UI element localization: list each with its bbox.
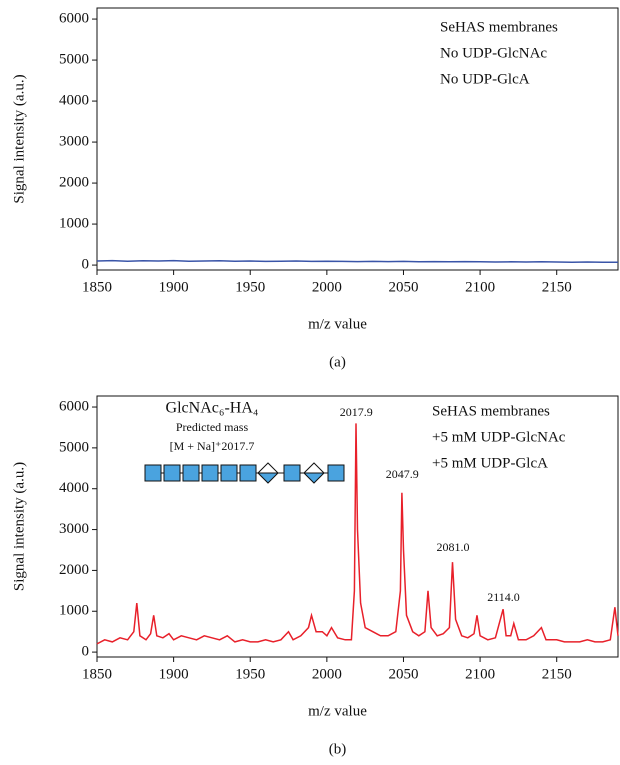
plot-frame	[96, 395, 619, 658]
y-tick-label: 0	[82, 257, 90, 273]
y-tick-label: 1000	[59, 603, 89, 619]
glycan-square	[220, 464, 238, 482]
annotation: No UDP-GlcNAc	[440, 45, 547, 61]
x-tick-label: 1900	[159, 279, 189, 295]
structure-title: GlcNAc₆-HA₄	[166, 400, 259, 417]
x-tick-label: 2100	[465, 279, 495, 295]
y-tick-label: 4000	[59, 93, 89, 109]
glycan-square	[144, 464, 162, 482]
x-axis-label: m/z value	[308, 316, 367, 332]
panel-label: (a)	[329, 354, 346, 370]
glycan-diamond-bottom	[302, 472, 326, 484]
x-tick-label: 2050	[388, 666, 418, 682]
glycan-square	[283, 464, 301, 482]
annotation: +5 mM UDP-GlcNAc	[432, 429, 566, 445]
y-tick-label: 2000	[59, 175, 89, 191]
glycan-diamond-top	[302, 462, 326, 474]
spectrum-line	[96, 259, 618, 263]
y-tick-label: 2000	[59, 562, 89, 578]
glycan-diamond-top	[256, 462, 280, 474]
y-tick-label: 3000	[59, 521, 89, 537]
y-tick-label: 6000	[59, 398, 89, 414]
y-tick-label: 1000	[59, 216, 89, 232]
glycan-square	[201, 464, 219, 482]
panel-label: (b)	[329, 741, 347, 757]
peak-label: 2114.0	[487, 590, 520, 604]
peak-label: 2017.9	[340, 405, 373, 419]
y-tick-label: 4000	[59, 480, 89, 496]
x-tick-label: 2100	[465, 666, 495, 682]
structure-mass: [M + Na]⁺2017.7	[170, 439, 255, 453]
x-tick-label: 1850	[82, 279, 112, 295]
x-tick-label: 2150	[542, 666, 572, 682]
plot-frame	[96, 7, 619, 271]
annotation: No UDP-GlcA	[440, 71, 530, 87]
peak-label: 2081.0	[436, 540, 469, 554]
glycan-square	[239, 464, 257, 482]
y-tick-label: 5000	[59, 52, 89, 68]
y-tick-label: 6000	[59, 11, 89, 27]
x-tick-label: 1950	[235, 666, 265, 682]
y-axis-label: Signal intensity (a.u.)	[11, 74, 27, 203]
annotation: SeHAS membranes	[440, 19, 558, 35]
annotation: +5 mM UDP-GlcA	[432, 455, 548, 471]
y-tick-label: 5000	[59, 439, 89, 455]
x-tick-label: 2000	[312, 666, 342, 682]
x-tick-label: 2050	[388, 279, 418, 295]
x-tick-label: 1900	[159, 666, 189, 682]
spectrum-line	[96, 423, 619, 645]
structure-note: Predicted mass	[176, 420, 249, 434]
glycan-square	[327, 464, 345, 482]
glycan-square	[182, 464, 200, 482]
y-axis-label: Signal intensity (a.u.)	[11, 462, 27, 591]
y-tick-label: 0	[82, 644, 90, 660]
y-tick-label: 3000	[59, 134, 89, 150]
glycan-diamond-bottom	[256, 472, 280, 484]
x-tick-label: 1950	[235, 279, 265, 295]
glycan-square	[163, 464, 181, 482]
x-tick-label: 1850	[82, 666, 112, 682]
peak-label: 2047.9	[386, 467, 419, 481]
x-tick-label: 2000	[312, 279, 342, 295]
x-tick-label: 2150	[542, 279, 572, 295]
x-axis-label: m/z value	[308, 703, 367, 719]
annotation: SeHAS membranes	[432, 403, 550, 419]
